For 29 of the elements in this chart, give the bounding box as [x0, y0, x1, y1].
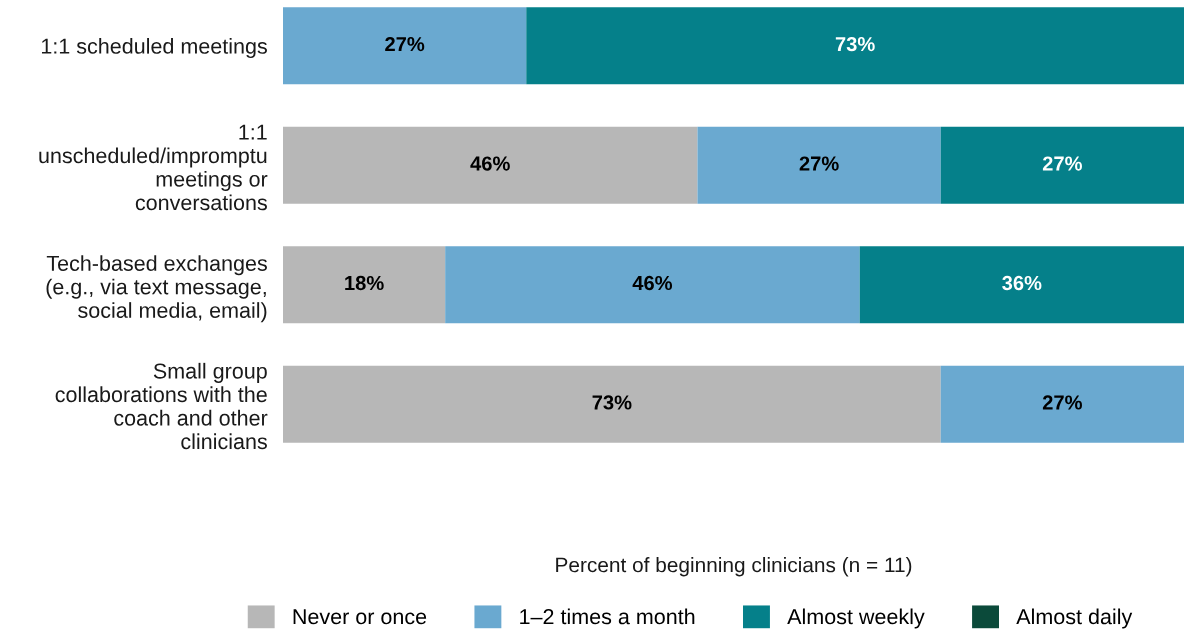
x-axis-title: Percent of beginning clinicians (n = 11) [556, 557, 912, 577]
data-label: 27% [1042, 395, 1082, 410]
y-tick-label: 1:1 scheduled meetings [41, 38, 267, 59]
y-tick-label: 1:1 unscheduled/impromptu meetings or conversations [39, 124, 268, 211]
data-label: 27% [799, 156, 839, 171]
data-label: 27% [385, 36, 425, 52]
data-label: 46% [470, 156, 510, 171]
legend-label: 1–2 times a month [520, 608, 695, 625]
bar [283, 126, 698, 204]
legend-label: Never or once [293, 609, 427, 625]
bar [445, 246, 860, 324]
data-label: 73% [835, 36, 875, 52]
legend-label: Almost weekly [787, 608, 925, 629]
bar [526, 7, 1184, 85]
data-label: 27% [1042, 156, 1082, 171]
bar [697, 126, 941, 204]
bar [283, 7, 527, 85]
bar [940, 365, 1184, 443]
data-label: 36% [1002, 275, 1042, 291]
data-label: 73% [592, 395, 632, 410]
bar [283, 365, 941, 443]
bar [283, 246, 446, 324]
bar [940, 126, 1184, 204]
legend-label: Almost daily [1016, 608, 1133, 629]
y-tick-label: Tech-based exchanges (e.g., via text message, social media, email) [46, 255, 267, 323]
data-label: 18% [345, 275, 384, 291]
bar [859, 246, 1184, 324]
data-label: 46% [632, 275, 673, 291]
y-tick-label: Small group collaborations with the coach and other clinicians [55, 362, 268, 450]
